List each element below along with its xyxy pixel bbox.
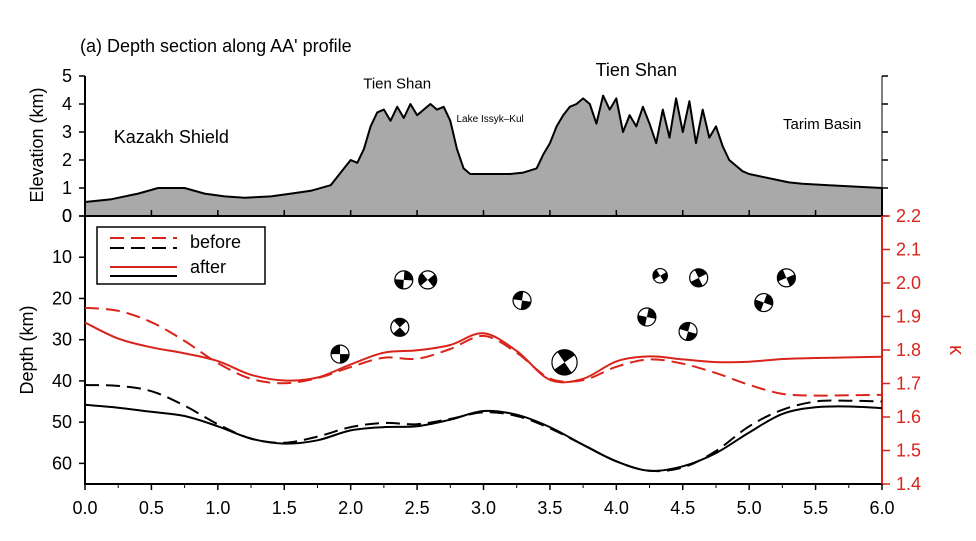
topography-y-tick-label: 4 xyxy=(62,94,72,114)
kappa-y-axis-label: κ xyxy=(945,345,967,356)
topography-y-tick-label: 5 xyxy=(62,66,72,86)
x-tick-label: 4.5 xyxy=(670,498,695,518)
focal-mechanism-compression xyxy=(777,269,796,287)
topography-annotation: Kazakh Shield xyxy=(114,127,229,147)
kappa-tick-label: 1.8 xyxy=(896,340,921,360)
focal-mechanism xyxy=(394,270,414,290)
kappa-y-ticks: 1.4 1.5 1.6 1.7 1.8 1.9 2.0 2.1 2.2 xyxy=(882,206,921,494)
depth-y-tick-label: 10 xyxy=(52,247,72,267)
x-tick-label: 1.5 xyxy=(272,498,297,518)
focal-mechanism-compression xyxy=(418,272,437,287)
x-tick-label: 2.0 xyxy=(338,498,363,518)
focal-mechanisms xyxy=(330,267,796,376)
kappa-tick-label: 1.7 xyxy=(896,374,921,394)
topography-y-tick-label: 3 xyxy=(62,122,72,142)
depth-y-tick-label: 20 xyxy=(52,288,72,308)
legend: before after xyxy=(96,226,266,285)
focal-mechanism xyxy=(754,292,774,313)
depth-y-tick-label: 40 xyxy=(52,371,72,391)
legend-box xyxy=(96,226,266,285)
kappa-tick-label: 1.5 xyxy=(896,441,921,461)
x-tick-label: 5.5 xyxy=(803,498,828,518)
kappa-tick-label: 1.6 xyxy=(896,407,921,427)
x-tick-label: 3.0 xyxy=(471,498,496,518)
kappa-tick-label: 2.2 xyxy=(896,206,921,226)
focal-mechanism-compression xyxy=(331,345,350,364)
x-tick-label: 1.0 xyxy=(205,498,230,518)
topography-annotation: Tien Shan xyxy=(596,60,677,80)
focal-mechanism xyxy=(512,290,532,311)
x-tick-label: 3.5 xyxy=(537,498,562,518)
focal-mechanism xyxy=(678,321,698,342)
focal-mechanism-compression xyxy=(394,270,413,289)
x-tick-label: 0.0 xyxy=(72,498,97,518)
depth-y-ticks: 0 10 20 30 40 50 60 xyxy=(52,206,85,473)
depth-before-line xyxy=(84,384,883,473)
x-tick-label: 4.0 xyxy=(604,498,629,518)
kappa-before-line xyxy=(84,306,883,397)
kappa-tick-label: 1.9 xyxy=(896,307,921,327)
depth-y-tick-label: 50 xyxy=(52,412,72,432)
topography-annotation: Lake Issyk–Kul xyxy=(457,114,524,125)
focal-mechanism xyxy=(330,344,350,364)
topography-annotation: Tien Shan xyxy=(363,76,431,93)
focal-mechanism xyxy=(390,317,410,337)
kappa-after-line xyxy=(84,321,883,384)
focal-mechanism xyxy=(418,270,438,290)
topography-area xyxy=(84,94,883,217)
focal-mechanism-compression xyxy=(554,349,575,375)
topography-annotation: Tarim Basin xyxy=(783,116,861,133)
focal-mechanism-compression xyxy=(679,322,697,341)
topography-y-axis-label: Elevation (km) xyxy=(27,87,47,202)
topography-y-tick-label: 2 xyxy=(62,150,72,170)
focal-mechanism-compression xyxy=(637,308,656,326)
figure-title: (a) Depth section along AA' profile xyxy=(80,36,352,56)
kappa-tick-label: 2.0 xyxy=(896,273,921,293)
focal-mechanism-compression xyxy=(690,268,707,287)
x-tick-label: 0.5 xyxy=(139,498,164,518)
depth-y-tick-label: 60 xyxy=(52,453,72,473)
series-lines xyxy=(84,306,883,473)
focal-mechanism-compression xyxy=(393,318,407,337)
focal-mechanism-compression xyxy=(754,294,773,312)
x-tick-label: 6.0 xyxy=(869,498,894,518)
topography-y-tick-label: 1 xyxy=(62,178,72,198)
focal-mechanism-compression xyxy=(652,269,668,282)
topography-panel: 0 1 2 3 4 5 Elevation (km) Kazakh Shield Tien … xyxy=(27,60,888,226)
x-tick-label: 2.5 xyxy=(405,498,430,518)
focal-mechanism xyxy=(551,349,578,376)
focal-mechanism xyxy=(689,268,709,288)
focal-mechanism-compression xyxy=(513,291,531,310)
focal-mechanism xyxy=(776,268,796,288)
topography-annotations: Kazakh Shield Tien Shan Lake Issyk–Kul Tien… xyxy=(114,60,862,147)
focal-mechanism xyxy=(637,307,657,327)
kappa-tick-label: 2.1 xyxy=(896,240,921,260)
topography-y-tick-label: 0 xyxy=(62,206,72,226)
depth-y-tick-label: 30 xyxy=(52,330,72,350)
x-tick-label: 5.0 xyxy=(737,498,762,518)
focal-mechanism xyxy=(652,267,668,284)
legend-after-label: after xyxy=(190,257,226,277)
depth-y-axis-label: Depth (km) xyxy=(17,305,37,394)
depth-x-ticks: 0.0 0.5 1.0 1.5 2.0 2.5 3.0 3.5 4.0 4.5 5.0 5.5 6.0 xyxy=(72,210,895,518)
depth-after-line xyxy=(84,403,883,472)
depth-y-tick-label: 0 xyxy=(62,206,72,226)
depth-panel: 0 10 20 30 40 50 60 1.4 1.5 1.6 1.7 1.8 1.9 2.0 2.1 2.… xyxy=(17,206,967,518)
kappa-tick-label: 1.4 xyxy=(896,474,921,494)
legend-before-label: before xyxy=(190,232,241,252)
